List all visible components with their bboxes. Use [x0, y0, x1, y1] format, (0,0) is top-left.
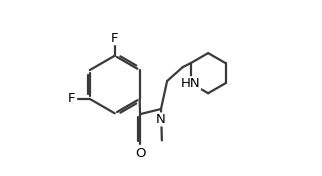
Text: F: F [111, 32, 118, 45]
Text: N: N [156, 113, 166, 126]
Text: O: O [135, 147, 145, 160]
Text: F: F [68, 92, 75, 105]
Text: HN: HN [181, 77, 201, 90]
